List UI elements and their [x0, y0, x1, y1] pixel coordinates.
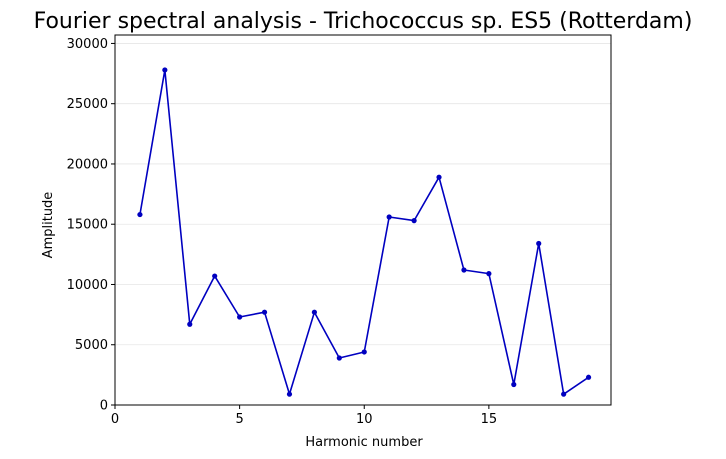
data-point [261, 309, 268, 315]
data-point [561, 391, 567, 397]
chart-title: Fourier spectral analysis - Trichococcus… [34, 9, 693, 34]
data-point [286, 391, 293, 397]
x-tick-label: 15 [481, 412, 498, 427]
x-tick-label: 10 [356, 412, 373, 427]
y-tick-label: 10000 [67, 278, 108, 293]
y-tick-label: 30000 [67, 37, 108, 52]
data-point [187, 321, 193, 327]
data-point [311, 309, 317, 315]
data-point [212, 273, 218, 279]
data-point [386, 214, 392, 220]
x-tick-label: 5 [235, 412, 243, 427]
y-tick-label: 0 [100, 399, 108, 414]
data-point [511, 381, 517, 388]
data-point [237, 314, 243, 320]
y-tick-label: 5000 [75, 338, 108, 353]
plot-frame [114, 34, 612, 406]
x-axis-label: Harmonic number [305, 435, 423, 450]
series-layer [137, 67, 592, 397]
data-point [536, 240, 542, 247]
grid [115, 43, 611, 406]
data-point [585, 374, 592, 380]
y-tick-label: 25000 [67, 97, 108, 112]
data-point [162, 67, 168, 73]
axes: 0 5000 10000 15000 20000 25000 30000 0 5 10 15 [67, 34, 612, 427]
data-point [436, 174, 442, 180]
y-tick-label: 20000 [67, 157, 108, 172]
data-point [137, 211, 143, 218]
data-point [336, 355, 342, 361]
y-axis-label: Amplitude [41, 192, 56, 259]
x-tick-label: 0 [111, 412, 119, 427]
data-point [411, 218, 417, 224]
data-point [486, 271, 492, 277]
data-point [361, 349, 367, 355]
data-point [461, 267, 467, 273]
series-line [139, 69, 590, 395]
y-tick-label: 15000 [67, 218, 108, 233]
